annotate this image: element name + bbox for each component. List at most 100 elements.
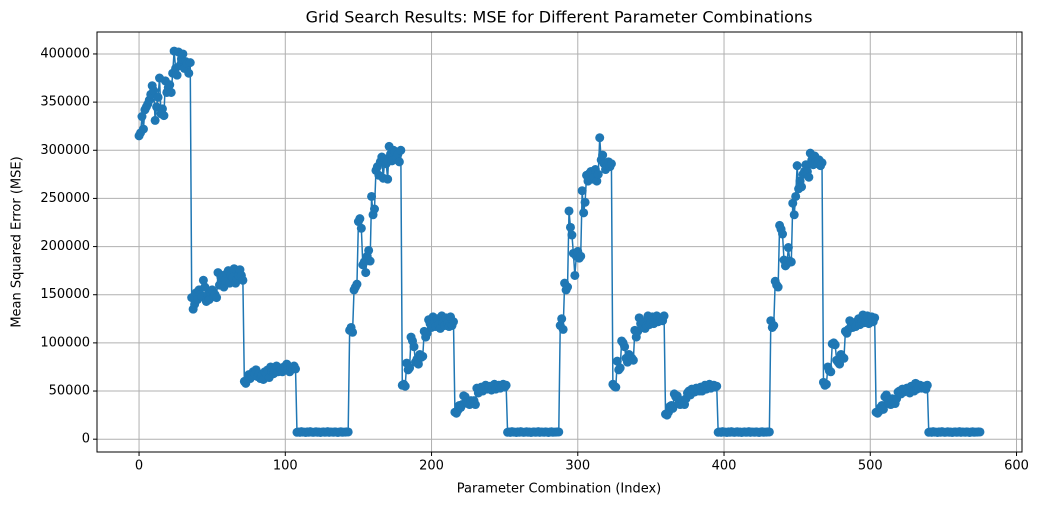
y-tick-label: 350000 bbox=[40, 95, 90, 110]
data-point bbox=[565, 222, 575, 232]
data-point bbox=[212, 293, 222, 303]
y-tick-label: 400000 bbox=[40, 46, 90, 61]
data-point bbox=[817, 158, 827, 168]
data-point bbox=[567, 230, 577, 240]
data-point bbox=[628, 355, 638, 365]
data-point bbox=[501, 380, 511, 390]
data-point bbox=[364, 245, 374, 255]
data-point bbox=[570, 270, 580, 280]
y-axis-label: Mean Squared Error (MSE) bbox=[10, 156, 25, 327]
data-point bbox=[361, 268, 371, 278]
data-point bbox=[558, 324, 568, 334]
data-point bbox=[606, 159, 616, 169]
data-point bbox=[612, 356, 622, 366]
data-point bbox=[870, 313, 880, 323]
data-point bbox=[370, 204, 379, 214]
data-point bbox=[355, 214, 365, 224]
y-tick-label: 200000 bbox=[40, 239, 90, 254]
data-point bbox=[579, 208, 589, 218]
data-point bbox=[878, 404, 888, 414]
data-point bbox=[598, 150, 608, 160]
data-point bbox=[821, 379, 831, 389]
data-point bbox=[413, 359, 423, 369]
data-point bbox=[593, 169, 603, 179]
data-point bbox=[200, 282, 210, 292]
data-point bbox=[166, 87, 176, 97]
data-point bbox=[448, 317, 458, 327]
data-point bbox=[826, 367, 836, 377]
data-point bbox=[554, 427, 564, 437]
data-point bbox=[788, 198, 798, 208]
y-tick-label: 100000 bbox=[40, 335, 90, 350]
data-point bbox=[786, 257, 796, 267]
data-point bbox=[611, 382, 621, 392]
data-point bbox=[178, 49, 188, 59]
data-point bbox=[839, 353, 849, 363]
data-point bbox=[396, 145, 406, 155]
data-point bbox=[792, 161, 802, 171]
data-point bbox=[576, 251, 586, 261]
data-point bbox=[557, 314, 567, 324]
data-point bbox=[563, 282, 573, 292]
data-point bbox=[577, 186, 587, 196]
data-point bbox=[352, 279, 362, 289]
data-point bbox=[470, 400, 480, 410]
data-point bbox=[797, 182, 807, 192]
data-point bbox=[400, 381, 410, 391]
data-point bbox=[153, 92, 163, 102]
data-point bbox=[580, 197, 590, 207]
data-point bbox=[157, 104, 167, 114]
data-point bbox=[159, 111, 169, 121]
x-tick-label: 300 bbox=[565, 459, 590, 474]
y-tick-label: 150000 bbox=[40, 287, 90, 302]
data-point bbox=[659, 311, 669, 321]
data-point bbox=[291, 364, 301, 374]
data-point bbox=[184, 68, 194, 78]
data-point bbox=[405, 363, 415, 373]
x-tick-label: 200 bbox=[419, 459, 444, 474]
data-point bbox=[769, 321, 779, 331]
data-point bbox=[150, 115, 160, 125]
x-axis-label: Parameter Combination (Index) bbox=[457, 482, 662, 497]
data-point bbox=[975, 427, 985, 437]
data-point bbox=[778, 229, 788, 239]
x-tick-label: 500 bbox=[858, 459, 883, 474]
data-point bbox=[595, 133, 605, 143]
data-point bbox=[137, 112, 147, 122]
data-point bbox=[198, 275, 208, 285]
data-point bbox=[365, 256, 375, 266]
y-tick-label: 250000 bbox=[40, 191, 90, 206]
data-point bbox=[149, 86, 159, 96]
data-point bbox=[830, 340, 840, 350]
data-point bbox=[783, 243, 793, 253]
data-point bbox=[418, 351, 428, 361]
data-point bbox=[592, 176, 602, 186]
data-point bbox=[238, 275, 248, 285]
data-point bbox=[394, 157, 404, 167]
data-point bbox=[367, 191, 377, 201]
data-point bbox=[409, 342, 419, 352]
data-point bbox=[922, 380, 932, 390]
x-tick-label: 100 bbox=[273, 459, 298, 474]
y-tick-label: 50000 bbox=[49, 384, 90, 399]
x-tick-label: 400 bbox=[712, 459, 737, 474]
data-point bbox=[804, 172, 814, 182]
data-point bbox=[789, 210, 799, 220]
data-point bbox=[172, 70, 182, 80]
y-tick-label: 0 bbox=[82, 432, 90, 447]
x-tick-label: 0 bbox=[135, 459, 143, 474]
data-point bbox=[343, 427, 353, 437]
data-point bbox=[185, 58, 195, 68]
data-point bbox=[165, 80, 175, 90]
x-tick-label: 600 bbox=[1004, 459, 1029, 474]
y-tick-label: 300000 bbox=[40, 143, 90, 158]
data-point bbox=[773, 282, 783, 292]
data-point bbox=[764, 427, 774, 437]
data-point bbox=[348, 327, 358, 337]
data-point bbox=[712, 381, 722, 391]
data-point bbox=[138, 124, 148, 134]
data-point bbox=[564, 206, 574, 216]
plot-frame bbox=[96, 31, 1023, 453]
data-point bbox=[615, 363, 625, 373]
